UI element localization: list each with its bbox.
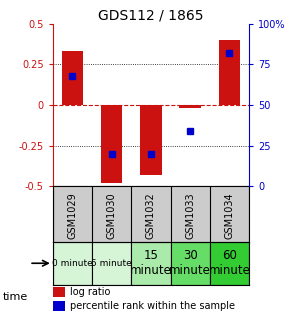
Text: percentile rank within the sample: percentile rank within the sample (70, 301, 235, 311)
Bar (92, 242, 131, 285)
Bar (179, 105, 201, 108)
Bar (210, 242, 249, 285)
Bar (53, 287, 64, 297)
Text: GSM1033: GSM1033 (185, 193, 195, 239)
Text: GSM1029: GSM1029 (67, 192, 77, 239)
Text: 30
minute: 30 minute (169, 249, 211, 277)
Text: GSM1030: GSM1030 (107, 193, 117, 239)
Text: log ratio: log ratio (70, 287, 111, 297)
Bar (219, 40, 240, 105)
Bar (62, 51, 83, 105)
Bar (140, 105, 162, 175)
Text: GSM1032: GSM1032 (146, 192, 156, 239)
Text: time: time (3, 292, 28, 302)
Text: GSM1034: GSM1034 (224, 193, 234, 239)
Bar (101, 105, 122, 183)
Bar (53, 242, 92, 285)
Text: 60
minute: 60 minute (209, 249, 250, 277)
Text: 5 minute: 5 minute (91, 259, 132, 268)
Bar (53, 301, 64, 311)
Text: 0 minute: 0 minute (52, 259, 93, 268)
Bar (171, 242, 210, 285)
Title: GDS112 / 1865: GDS112 / 1865 (98, 8, 204, 23)
Text: 15
minute: 15 minute (130, 249, 172, 277)
Bar (131, 242, 171, 285)
